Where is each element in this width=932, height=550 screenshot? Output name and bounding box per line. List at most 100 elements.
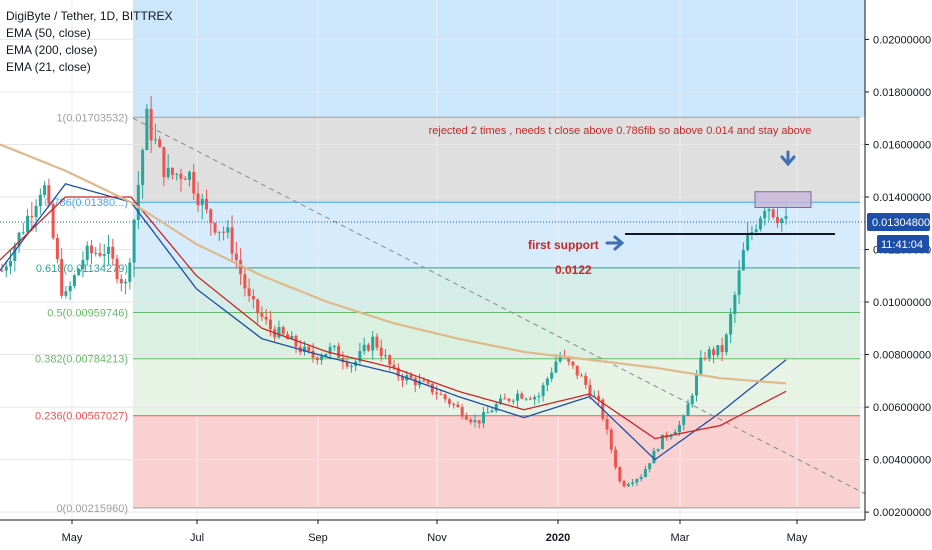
candle-body — [230, 227, 234, 254]
support-value-label: 0.0122 — [555, 263, 592, 277]
rejection-box[interactable] — [754, 191, 812, 208]
candle-body — [281, 327, 285, 335]
price-tick-label: 0.01800000 — [873, 87, 931, 99]
candle-body — [452, 403, 456, 405]
candle-body — [34, 206, 38, 218]
indicator-ema-50[interactable]: EMA (50, close) — [6, 26, 91, 40]
time-tick-label: 2020 — [546, 532, 570, 544]
candle-body — [724, 334, 728, 353]
candle-body — [720, 345, 724, 353]
time-tick-label: May — [787, 532, 808, 544]
fib-level-label: 0.5(0.00959746) — [47, 308, 128, 320]
candle-body — [481, 412, 485, 424]
candle-body — [243, 274, 247, 289]
candle-body — [460, 407, 464, 417]
candle-body — [550, 372, 554, 379]
candle-body — [9, 261, 13, 267]
candle-body — [89, 245, 93, 254]
candle-body — [260, 313, 264, 317]
candle-body — [268, 319, 272, 330]
indicator-ema-21[interactable]: EMA (21, close) — [6, 60, 91, 74]
candle-body — [754, 229, 758, 232]
candle-body — [456, 404, 460, 408]
candle-body — [673, 431, 677, 435]
candle-body — [47, 185, 51, 204]
candle-body — [119, 279, 123, 284]
fib-retracement: 1(0.01703532)0.786(0.01380...)0.618(0.01… — [0, 112, 866, 515]
candle-body — [511, 400, 515, 402]
indicator-ema-200[interactable]: EMA (200, close) — [6, 43, 98, 57]
candle-body — [170, 167, 174, 175]
current-price-tag[interactable] — [867, 212, 930, 231]
symbol-title[interactable]: DigiByte / Tether, 1D, BITTREX — [6, 9, 173, 23]
candle-body — [771, 209, 775, 218]
arrow-down-icon — [780, 150, 796, 167]
candle-body — [294, 335, 298, 347]
candle-body — [247, 288, 251, 297]
candle-body — [524, 398, 528, 400]
fib-zone — [133, 202, 860, 268]
annotations: rejected 2 times , needs t close above 0… — [429, 125, 835, 277]
candle-body — [21, 232, 25, 234]
candle-body — [256, 299, 260, 314]
candle-body — [669, 434, 673, 438]
candle-body — [473, 420, 477, 422]
candle-body — [55, 238, 59, 260]
candle-body — [264, 316, 268, 320]
candle-body — [285, 334, 289, 339]
candle-body — [443, 394, 447, 400]
candle-body — [277, 327, 281, 338]
candle-body — [682, 415, 686, 425]
candle-body — [677, 424, 681, 432]
candle-body — [30, 215, 34, 218]
candle-body — [545, 378, 549, 386]
candle-body — [614, 449, 618, 468]
time-tick-label: May — [62, 532, 83, 544]
candle-body — [349, 365, 353, 367]
candle-body — [584, 375, 588, 385]
candle-body — [68, 285, 72, 292]
countdown-tag — [877, 234, 929, 253]
candle-body — [409, 375, 413, 379]
candle-body — [656, 449, 660, 451]
candle-body — [592, 395, 596, 397]
candle-body — [741, 250, 745, 271]
candle-body — [94, 252, 98, 254]
candle-body — [4, 266, 8, 271]
candle-body — [239, 259, 243, 275]
candle-body — [426, 381, 430, 384]
candle-body — [81, 259, 85, 269]
candle-body — [643, 469, 647, 477]
candle-body — [558, 355, 562, 362]
candle-body — [111, 246, 115, 259]
candle-body — [686, 404, 690, 416]
candle-body — [226, 227, 230, 233]
candle-body — [746, 234, 750, 251]
candle-body — [38, 194, 42, 207]
candle-body — [315, 357, 319, 361]
price-tick-label: 0.00200000 — [873, 507, 931, 519]
fib-level-label: 0.786(0.01380...) — [44, 197, 128, 209]
candle-body — [758, 218, 762, 230]
candle-body — [213, 223, 217, 233]
candle-body — [733, 294, 737, 314]
candle-body — [205, 198, 209, 210]
fib-zones — [133, 0, 865, 508]
candle-body — [533, 396, 537, 400]
candle-body — [320, 356, 324, 361]
candle-body — [341, 357, 345, 363]
candle-body — [98, 252, 102, 256]
chart-legend: DigiByte / Tether, 1D, BITTREX EMA (50, … — [6, 8, 173, 76]
candle-body — [136, 184, 140, 220]
price-axis-bg — [865, 0, 932, 550]
candle-body — [166, 167, 170, 178]
candle-body — [85, 245, 89, 260]
candle-body — [469, 419, 473, 422]
candle-body — [737, 270, 741, 295]
candle-body — [422, 380, 426, 382]
candle-body — [337, 345, 341, 358]
candle-body — [26, 215, 30, 233]
candle-body — [635, 479, 639, 483]
price-tick-label: 0.01600000 — [873, 139, 931, 151]
